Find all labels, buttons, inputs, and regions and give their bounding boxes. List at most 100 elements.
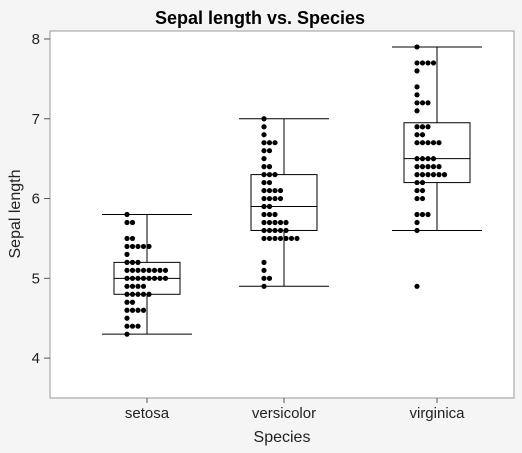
data-point xyxy=(129,219,136,226)
data-point xyxy=(151,275,158,281)
data-point xyxy=(425,60,431,66)
data-point xyxy=(261,275,267,281)
data-point xyxy=(124,275,130,281)
data-point xyxy=(261,172,267,178)
data-point xyxy=(124,243,130,250)
data-point xyxy=(124,291,130,297)
data-point xyxy=(124,323,130,329)
data-point xyxy=(129,291,136,297)
data-point xyxy=(294,235,300,242)
data-point xyxy=(135,283,141,289)
data-point xyxy=(266,235,273,242)
data-point xyxy=(414,227,420,234)
data-point xyxy=(124,267,130,273)
data-point xyxy=(414,195,420,202)
data-point xyxy=(419,140,426,146)
data-point xyxy=(266,148,273,154)
data-point xyxy=(261,203,267,210)
box-iqr xyxy=(403,122,471,184)
data-point xyxy=(419,100,426,106)
data-point xyxy=(129,323,136,329)
data-point xyxy=(124,211,130,218)
data-point xyxy=(436,172,442,178)
x-tick-label: versicolor xyxy=(252,405,316,422)
data-point xyxy=(425,164,431,170)
data-point xyxy=(425,156,431,162)
data-point xyxy=(414,140,420,146)
x-axis: setosa versicolor virginica xyxy=(125,398,465,422)
x-tick-label: virginica xyxy=(409,405,465,422)
data-point xyxy=(261,235,267,242)
data-point xyxy=(266,172,273,178)
data-point xyxy=(129,259,136,265)
data-point xyxy=(414,84,420,90)
data-point xyxy=(414,68,420,74)
y-tick-label: 8 xyxy=(32,31,40,48)
x-axis-label: Species xyxy=(254,429,311,446)
data-point xyxy=(419,211,426,218)
y-tick-label: 6 xyxy=(32,191,40,208)
data-point xyxy=(419,164,426,170)
data-point xyxy=(266,219,273,226)
data-point xyxy=(135,267,141,273)
data-point xyxy=(414,100,420,106)
data-point xyxy=(135,275,141,281)
data-point xyxy=(129,299,136,305)
data-point xyxy=(414,164,420,170)
data-point xyxy=(140,275,147,281)
data-point xyxy=(151,267,158,273)
data-point xyxy=(414,156,420,162)
data-point xyxy=(261,259,267,265)
data-point xyxy=(425,100,431,106)
data-point xyxy=(266,211,273,218)
data-point xyxy=(266,164,273,170)
data-point xyxy=(272,235,278,242)
data-point xyxy=(414,219,420,226)
data-point xyxy=(283,235,289,242)
data-point xyxy=(135,259,141,265)
data-point xyxy=(162,267,169,273)
data-point xyxy=(414,124,420,130)
data-point xyxy=(419,187,426,194)
x-tick-label: setosa xyxy=(125,405,170,422)
y-tick-label: 4 xyxy=(32,350,40,367)
data-point xyxy=(135,243,141,250)
data-point xyxy=(272,195,278,202)
data-point xyxy=(414,108,420,114)
data-point xyxy=(261,156,267,162)
data-point xyxy=(129,267,136,273)
data-point xyxy=(146,291,152,297)
data-point xyxy=(162,275,169,281)
data-point xyxy=(261,179,267,186)
data-point xyxy=(135,323,141,329)
y-axis-label: Sepal length xyxy=(7,170,24,259)
data-point xyxy=(261,132,267,138)
data-point xyxy=(419,195,426,202)
data-point xyxy=(419,124,426,130)
data-point xyxy=(157,267,163,273)
data-point xyxy=(283,227,289,234)
data-point xyxy=(266,275,273,281)
data-point xyxy=(425,124,431,130)
data-point xyxy=(146,267,152,273)
data-point xyxy=(272,172,278,178)
data-point xyxy=(272,187,278,194)
data-point xyxy=(129,243,136,250)
data-point xyxy=(261,187,267,194)
data-point xyxy=(261,140,267,146)
data-point xyxy=(425,172,431,178)
data-point xyxy=(277,235,284,242)
data-point xyxy=(436,164,442,170)
data-point xyxy=(261,227,267,234)
data-point xyxy=(419,60,426,66)
data-point xyxy=(140,267,147,273)
data-point xyxy=(140,307,147,313)
data-point xyxy=(129,283,136,289)
data-point xyxy=(272,227,278,234)
data-point xyxy=(261,267,267,273)
data-point xyxy=(430,140,437,146)
y-tick-label: 5 xyxy=(32,270,40,287)
point-group xyxy=(124,44,448,337)
data-point xyxy=(436,140,442,146)
